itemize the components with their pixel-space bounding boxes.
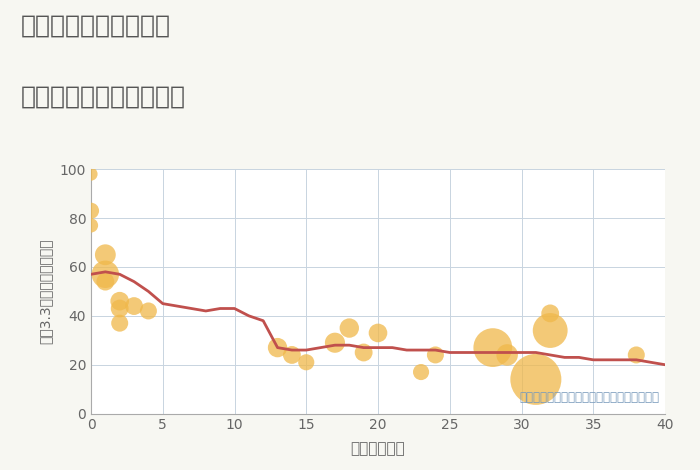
Point — [272, 344, 283, 352]
Point — [286, 351, 297, 359]
Point — [501, 351, 512, 359]
Point — [99, 278, 111, 285]
Point — [330, 339, 341, 346]
Point — [416, 368, 427, 376]
Y-axis label: 坪（3.3㎡）単価（万円）: 坪（3.3㎡）単価（万円） — [38, 239, 52, 344]
Point — [85, 222, 97, 229]
Text: 築年数別中古戸建て価格: 築年数別中古戸建て価格 — [21, 85, 186, 109]
Point — [531, 376, 542, 383]
Point — [372, 329, 384, 337]
Point — [129, 302, 140, 310]
Point — [545, 310, 556, 317]
Point — [99, 271, 111, 278]
Text: 埼玉県加須市伊賀袋の: 埼玉県加須市伊賀袋の — [21, 14, 171, 38]
Point — [430, 351, 441, 359]
Point — [344, 324, 355, 332]
Point — [114, 305, 125, 312]
Point — [545, 327, 556, 334]
Point — [114, 298, 125, 305]
Text: 円の大きさは、取引のあった物件面積を示す: 円の大きさは、取引のあった物件面積を示す — [519, 391, 659, 404]
Point — [143, 307, 154, 315]
Point — [358, 349, 370, 356]
Point — [487, 344, 498, 352]
Point — [301, 359, 312, 366]
Point — [631, 351, 642, 359]
Point — [85, 170, 97, 178]
Point — [99, 251, 111, 258]
Point — [114, 320, 125, 327]
X-axis label: 築年数（年）: 築年数（年） — [351, 441, 405, 456]
Point — [85, 207, 97, 214]
